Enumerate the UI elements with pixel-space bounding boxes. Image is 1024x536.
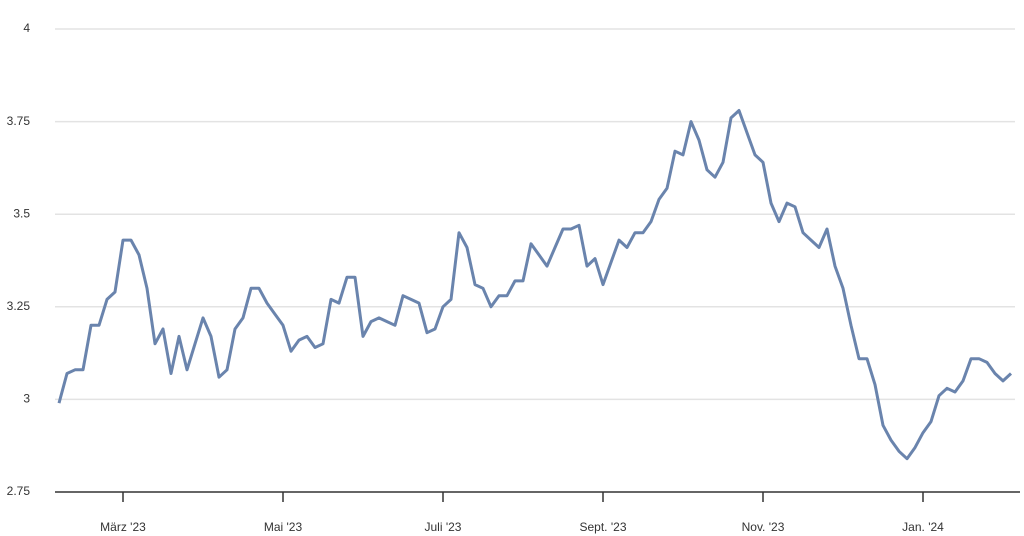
x-tick-label: Juli '23 xyxy=(425,520,462,534)
x-tick-label: März '23 xyxy=(100,520,146,534)
y-tick-label: 3 xyxy=(23,392,30,406)
x-tick-label: Nov. '23 xyxy=(742,520,785,534)
y-tick-label: 3.25 xyxy=(7,299,31,313)
y-tick-label: 3.75 xyxy=(7,114,31,128)
data-line xyxy=(57,109,1013,461)
x-tick-label: Jan. '24 xyxy=(902,520,944,534)
y-tick-label: 4 xyxy=(23,21,30,35)
x-tick-label: Sept. '23 xyxy=(580,520,627,534)
y-tick-label: 3.5 xyxy=(13,206,30,220)
y-tick-label: 2.75 xyxy=(7,484,31,498)
x-tick-label: Mai '23 xyxy=(264,520,303,534)
